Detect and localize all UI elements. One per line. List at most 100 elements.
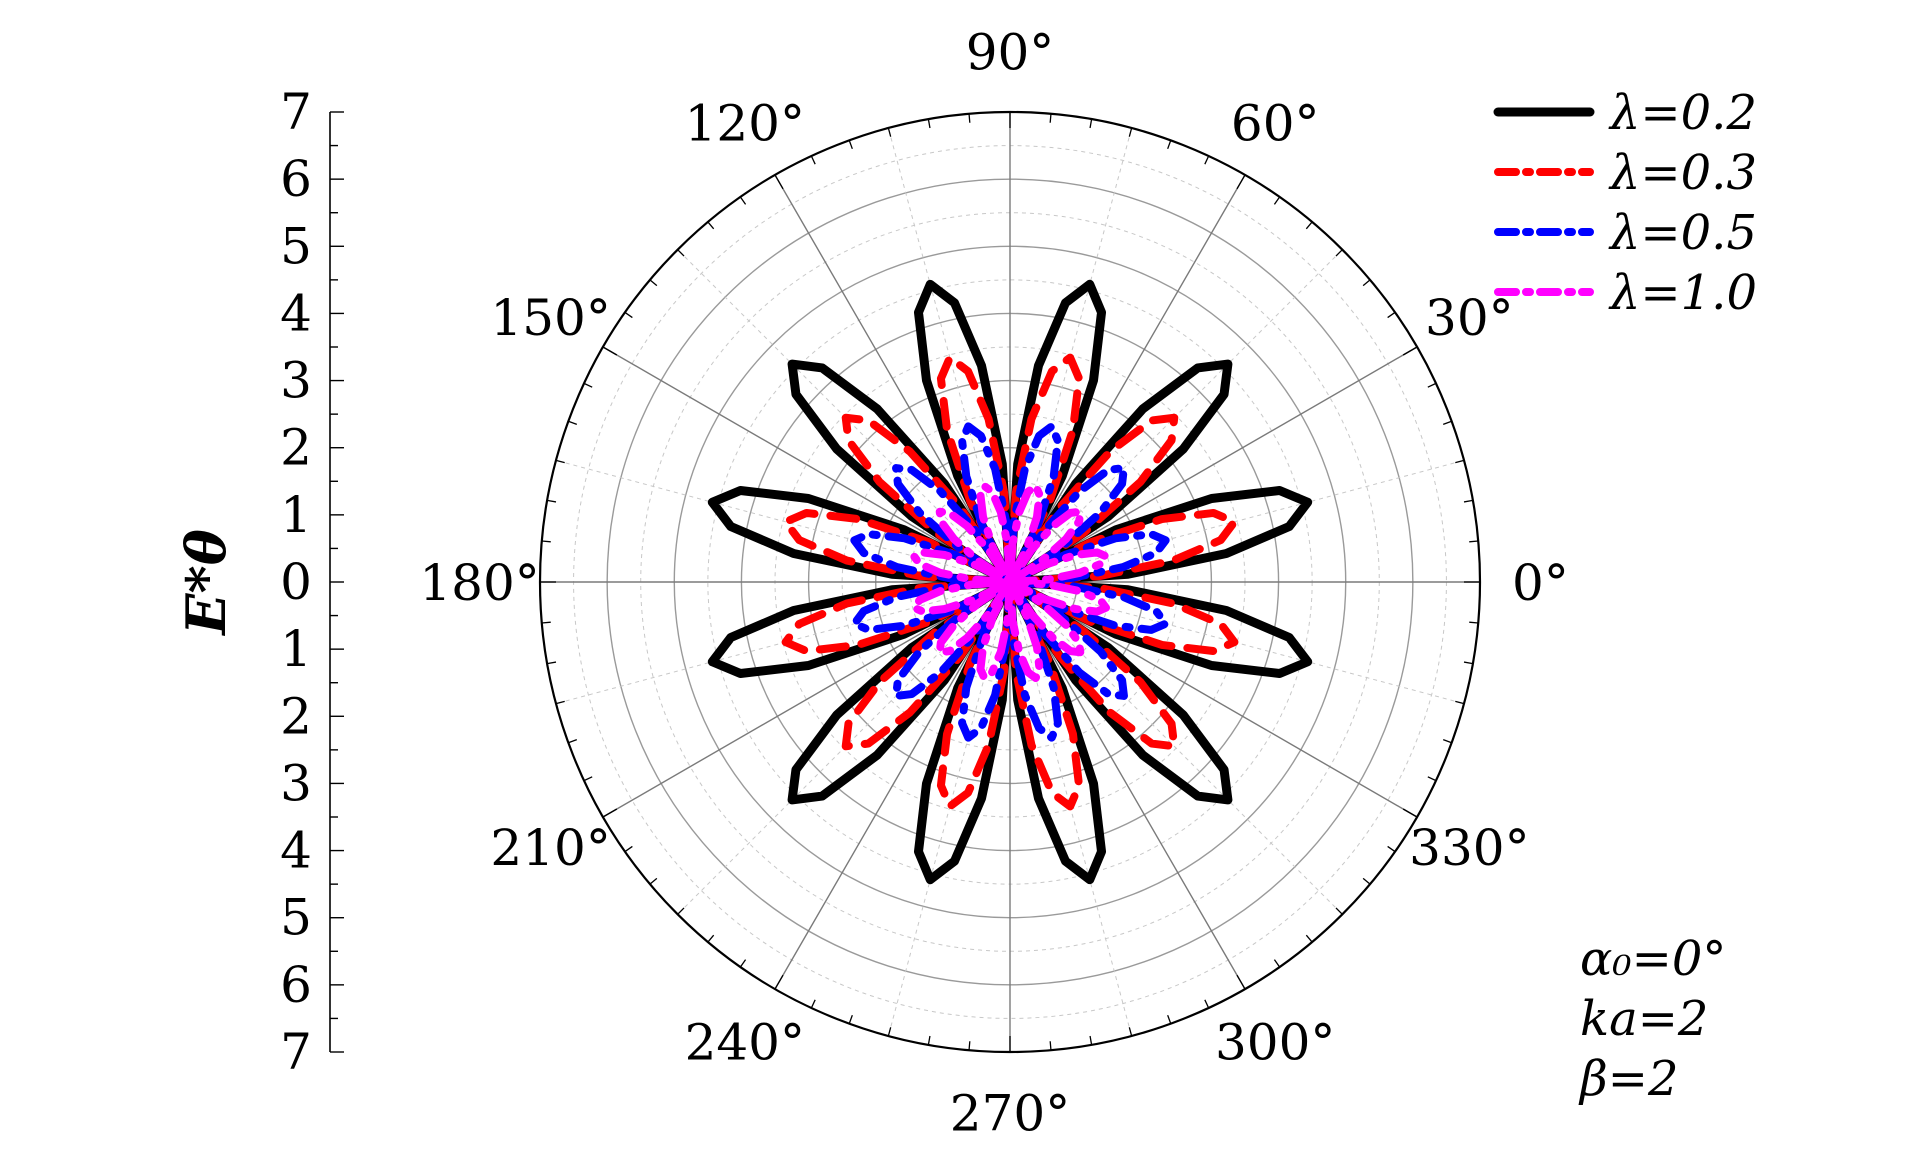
angle-tick-mark [927, 1035, 931, 1045]
angle-tick-mark [1387, 311, 1396, 319]
angle-label: 60° [1231, 95, 1320, 153]
angle-tick-mark [547, 661, 557, 665]
angle-tick-mark [739, 959, 747, 968]
angle-tick-mark [602, 808, 618, 818]
angle-tick-mark [1167, 1014, 1172, 1024]
angle-tick-mark [707, 934, 715, 943]
angle-tick-mark [568, 420, 578, 425]
legend-label-2: λ=0.3 [1608, 145, 1757, 201]
angle-tick-mark [1049, 1041, 1052, 1051]
polar-grid [538, 110, 1482, 1054]
angle-tick-mark [739, 196, 747, 205]
angle-tick-mark [1236, 174, 1246, 190]
angle-tick-mark [555, 700, 565, 705]
angle-label: 150° [490, 289, 610, 347]
angle-tick-mark [887, 1027, 892, 1037]
grid-spoke [774, 174, 1011, 583]
angle-tick-mark [1273, 196, 1281, 205]
angle-label: 180° [419, 554, 539, 612]
angle-tick-mark [707, 221, 715, 230]
angle-tick-mark [1455, 700, 1465, 705]
angle-tick-mark [1089, 1035, 1093, 1045]
legend-label-1: λ=0.2 [1608, 85, 1757, 141]
angle-tick-mark [1089, 119, 1093, 129]
angle-tick-mark [624, 845, 633, 853]
angle-tick-mark [1455, 459, 1465, 464]
grid-spoke-minor [1009, 581, 1343, 915]
angle-tick-mark [968, 1041, 971, 1051]
angle-tick-mark [1305, 934, 1313, 943]
angle-tick-mark [848, 140, 853, 150]
angle-tick-mark [677, 907, 685, 915]
grid-spoke [774, 581, 1011, 990]
angle-label: 0° [1512, 554, 1569, 612]
radial-tick-label-mirror: 7 [280, 1023, 312, 1081]
angle-tick-mark [583, 382, 593, 388]
angle-tick-mark [541, 540, 551, 543]
radial-tick-label-mirror: 2 [280, 687, 312, 745]
radial-tick-label-mirror: 3 [280, 754, 312, 812]
angle-labels: 0° 30° 60° 90° 120° 150° 180° 210° 240° 270° 300° 3… [419, 24, 1568, 1143]
angle-tick-mark [1427, 776, 1437, 782]
angle-label: 300° [1215, 1013, 1335, 1071]
series-line-4 [910, 482, 1110, 682]
angle-tick-mark [649, 877, 658, 885]
angle-tick-mark [1204, 999, 1210, 1009]
angle-tick-mark [774, 174, 784, 190]
outer-ring [538, 110, 1482, 1054]
angle-tick-mark [1362, 877, 1371, 885]
angle-tick-mark [1402, 346, 1418, 356]
radial-tick-label-mirror: 5 [280, 889, 312, 947]
angle-tick-mark [602, 346, 618, 356]
angle-label: 210° [490, 819, 610, 877]
angle-tick-mark [810, 155, 816, 165]
angle-tick-mark [555, 459, 565, 464]
grid-spoke-minor [555, 459, 1011, 583]
grid-spoke [602, 346, 1011, 583]
radial-tick-label: 4 [280, 284, 312, 342]
angle-tick-mark [1305, 221, 1313, 230]
angle-tick-mark [1402, 808, 1418, 818]
grid-spoke [1009, 174, 1246, 583]
angle-tick-mark [1463, 499, 1473, 503]
angle-tick-mark [1387, 845, 1396, 853]
grid-spoke-minor [887, 581, 1011, 1037]
angle-tick-mark [887, 127, 892, 137]
angle-label: 90° [966, 24, 1055, 82]
grid-spoke [1009, 581, 1418, 818]
angle-tick-mark [1335, 907, 1343, 915]
angle-tick-mark [1463, 661, 1473, 665]
angle-tick-mark [1204, 155, 1210, 165]
grid-spoke [1009, 581, 1246, 990]
grid-spoke-minor [1009, 459, 1465, 583]
annotation-1: α₀=0° [1580, 931, 1726, 987]
annotations: α₀=0°ka=2β=2 [1578, 931, 1726, 1107]
radial-axis-title: E*θ [174, 529, 238, 636]
angle-tick-mark [1442, 420, 1452, 425]
angle-label: 120° [685, 95, 805, 153]
radial-axis: 0 1 1 2 2 3 3 4 4 5 5 6 6 7 7 E*θ [174, 83, 344, 1081]
angle-tick-mark [1273, 959, 1281, 968]
angle-tick-mark [1362, 279, 1371, 287]
angle-tick-mark [810, 999, 816, 1009]
radial-tick-label-mirror: 1 [280, 620, 312, 678]
angle-tick-mark [968, 113, 971, 123]
angle-tick-mark [1236, 974, 1246, 990]
angle-tick-mark [927, 119, 931, 129]
angle-tick-mark [1335, 249, 1343, 257]
radial-tick-label: 0 [280, 553, 312, 611]
annotation-3: β=2 [1578, 1051, 1679, 1107]
angle-tick-mark [1128, 127, 1133, 137]
legend: λ=0.2λ=0.3λ=0.5λ=1.0 [1493, 85, 1757, 321]
radial-tick-label: 7 [280, 83, 312, 141]
angle-tick-mark [568, 739, 578, 744]
angle-tick-mark [547, 499, 557, 503]
radial-tick-label-mirror: 6 [280, 956, 312, 1014]
angle-tick-mark [1469, 621, 1479, 624]
grid-spoke [602, 581, 1011, 818]
angle-label: 330° [1409, 819, 1529, 877]
grid-spoke-minor [887, 127, 1011, 583]
angle-tick-mark [774, 974, 784, 990]
